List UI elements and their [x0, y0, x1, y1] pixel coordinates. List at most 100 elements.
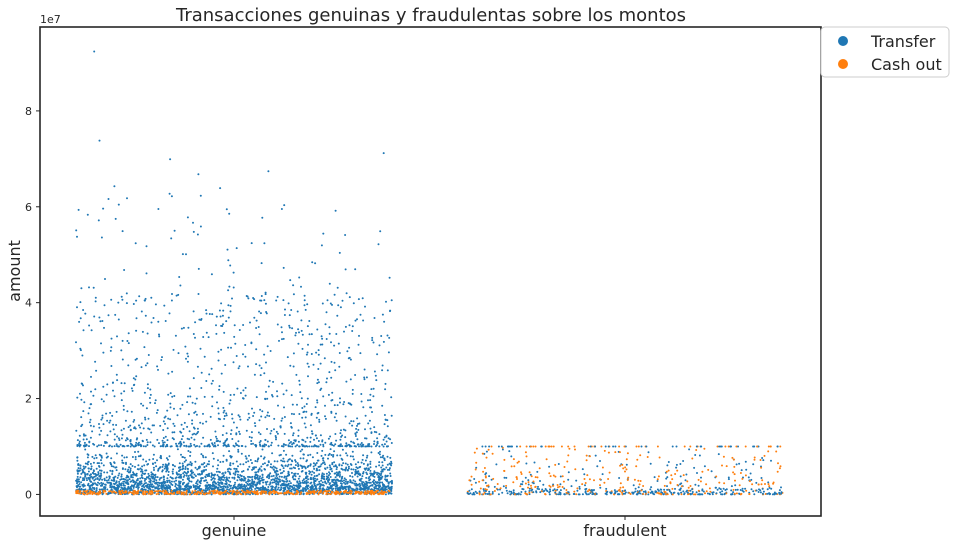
fraudulent-transfer-point: [559, 475, 562, 478]
genuine-transfer-point: [76, 396, 79, 399]
genuine-transfer-point: [182, 441, 185, 444]
fraudulent-transfer-point: [680, 491, 683, 494]
genuine-transfer-point: [159, 454, 162, 457]
genuine-transfer-point: [332, 454, 335, 456]
fraudulent-transfer-point: [753, 493, 756, 496]
genuine-transfer-point: [301, 470, 304, 472]
fraudulent-transfer-point: [767, 481, 770, 484]
fraudulent-cashout-point: [682, 474, 685, 477]
genuine-transfer-point: [139, 483, 141, 486]
genuine-transfer-point: [347, 465, 350, 468]
genuine-transfer-point: [260, 262, 263, 265]
fraudulent-cashout-point: [733, 473, 736, 476]
genuine-transfer-point: [315, 351, 318, 354]
genuine-transfer-point: [169, 402, 172, 405]
genuine-transfer-point: [145, 476, 148, 479]
genuine-transfer-point: [98, 482, 101, 485]
genuine-transfer-point: [313, 444, 316, 447]
genuine-transfer-point: [269, 432, 272, 435]
genuine-transfer-point: [118, 445, 120, 448]
fraudulent-transfer-point: [531, 488, 534, 491]
genuine-transfer-point: [192, 485, 195, 488]
genuine-transfer-point: [293, 472, 296, 475]
genuine-transfer-point: [97, 444, 100, 447]
genuine-transfer-point: [95, 467, 98, 470]
genuine-transfer-point: [127, 468, 130, 471]
genuine-transfer-point: [288, 442, 291, 445]
genuine-transfer-point: [276, 295, 279, 298]
genuine-cashout-point: [195, 493, 198, 496]
genuine-cashout-point: [131, 492, 134, 495]
genuine-transfer-point: [277, 486, 280, 489]
genuine-cashout-point: [311, 491, 314, 494]
genuine-cashout-point: [380, 490, 383, 492]
genuine-transfer-point: [217, 444, 219, 447]
genuine-transfer-point: [195, 397, 198, 400]
genuine-transfer-point: [383, 414, 386, 416]
genuine-transfer-point: [113, 438, 116, 441]
genuine-cashout-point: [93, 491, 96, 494]
fraudulent-cashout-point: [741, 477, 744, 480]
genuine-transfer-point: [128, 478, 131, 481]
genuine-transfer-point: [250, 431, 253, 434]
genuine-transfer-point: [152, 453, 155, 456]
fraudulent-cashout-point: [528, 491, 531, 494]
genuine-transfer-point: [296, 488, 299, 491]
genuine-transfer-point: [115, 452, 118, 455]
fraudulent-transfer-point: [586, 493, 588, 496]
genuine-transfer-point: [116, 445, 118, 447]
fraudulent-transfer-point: [567, 491, 570, 494]
genuine-transfer-point: [278, 339, 280, 342]
genuine-transfer-point: [170, 195, 173, 198]
genuine-transfer-point: [145, 484, 148, 487]
genuine-transfer-point: [316, 452, 319, 454]
genuine-transfer-point: [233, 445, 236, 448]
genuine-cashout-point: [387, 489, 390, 492]
genuine-transfer-point: [270, 479, 273, 481]
genuine-transfer-point: [94, 300, 97, 303]
genuine-transfer-point: [179, 445, 182, 448]
genuine-transfer-point: [354, 435, 357, 437]
genuine-transfer-point: [188, 489, 191, 491]
fraudulent-cashout-point: [474, 468, 477, 471]
fraudulent-transfer-point: [745, 468, 748, 471]
genuine-transfer-point: [212, 465, 214, 468]
genuine-transfer-point: [194, 336, 196, 339]
genuine-transfer-point: [260, 469, 263, 472]
genuine-transfer-point: [210, 493, 213, 496]
fraudulent-transfer-point: [543, 489, 546, 492]
fraudulent-cashout-point: [638, 483, 641, 486]
genuine-transfer-point: [383, 457, 386, 460]
genuine-transfer-point: [263, 488, 266, 491]
fraudulent-transfer-point: [759, 489, 762, 492]
genuine-transfer-point: [164, 463, 167, 466]
genuine-transfer-point: [149, 388, 152, 391]
genuine-transfer-point: [265, 311, 268, 313]
genuine-transfer-point: [252, 415, 255, 417]
fraudulent-ceiling-point: [612, 445, 615, 448]
genuine-transfer-point: [141, 465, 144, 468]
genuine-transfer-point: [158, 335, 161, 338]
genuine-transfer-point: [80, 416, 83, 419]
fraudulent-cashout-point: [671, 487, 674, 490]
fraudulent-ceiling-point: [525, 445, 528, 448]
genuine-transfer-point: [97, 471, 100, 474]
genuine-transfer-point: [148, 483, 151, 486]
fraudulent-transfer-point: [647, 493, 650, 496]
genuine-transfer-point: [80, 398, 83, 401]
genuine-cashout-point: [170, 489, 173, 492]
genuine-transfer-point: [163, 304, 166, 307]
fraudulent-transfer-point: [505, 476, 508, 479]
genuine-transfer-point: [84, 475, 87, 478]
genuine-transfer-point: [138, 441, 140, 444]
genuine-transfer-point: [79, 467, 82, 470]
genuine-transfer-point: [215, 437, 218, 440]
fraudulent-cashout-point: [694, 493, 697, 496]
genuine-cashout-point: [208, 490, 211, 493]
genuine-transfer-point: [303, 487, 306, 490]
genuine-transfer-point: [214, 481, 217, 484]
genuine-transfer-point: [205, 465, 208, 467]
genuine-transfer-point: [85, 477, 88, 480]
genuine-transfer-point: [288, 324, 291, 327]
genuine-transfer-point: [322, 232, 325, 235]
